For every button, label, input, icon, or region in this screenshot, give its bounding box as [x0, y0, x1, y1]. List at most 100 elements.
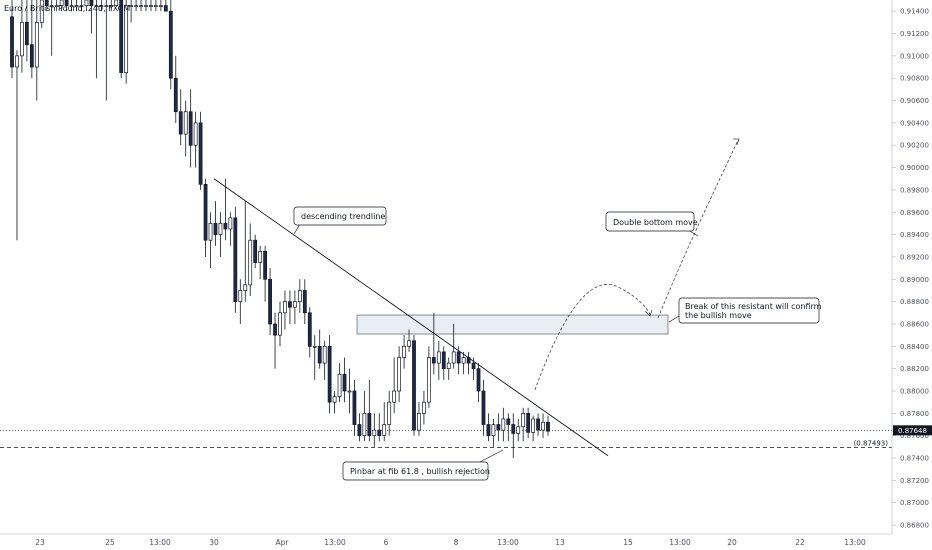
- y-tick-label: 0.88600: [900, 320, 929, 328]
- candle-bearish: [163, 5, 168, 12]
- plot-area: [0, 0, 892, 534]
- candle-bullish: [541, 421, 545, 431]
- candle-bullish: [501, 418, 506, 431]
- candles-group: [10, 0, 550, 459]
- candle-bearish: [203, 183, 208, 241]
- candle-bearish: [302, 290, 307, 314]
- y-tick-label: 0.88800: [900, 298, 929, 306]
- callout-break-line2: the bullish move: [685, 311, 752, 320]
- candle-bearish: [10, 16, 14, 68]
- y-tick-label: 0.91000: [900, 52, 929, 60]
- y-tick-label: 0.90400: [900, 119, 929, 127]
- candle-bearish: [327, 345, 332, 403]
- candle-bullish: [129, 5, 133, 7]
- candle-bullish: [39, 0, 44, 23]
- candle-bullish: [402, 345, 406, 358]
- candle-bullish: [208, 223, 213, 241]
- x-tick-label: Apr: [276, 538, 290, 547]
- candle-bullish: [59, 0, 64, 6]
- candle-bearish: [511, 424, 516, 434]
- candle-bullish: [149, 5, 153, 7]
- candle-bullish: [159, 5, 163, 7]
- candle-bearish: [233, 217, 238, 302]
- candle-bullish: [54, 5, 59, 7]
- candle-bullish: [124, 5, 129, 73]
- candle-bearish: [253, 239, 258, 263]
- y-tick-label: 0.89800: [900, 186, 929, 194]
- y-tick-label: 0.87400: [900, 455, 929, 463]
- projection-path-2: [657, 139, 739, 319]
- y-tick-label: 0.88000: [900, 388, 929, 396]
- candle-bullish: [109, 5, 114, 7]
- candle-bearish: [536, 418, 540, 431]
- y-tick-label: 0.87600: [900, 432, 929, 440]
- y-tick-label: 0.90200: [900, 142, 929, 150]
- candle-bullish: [372, 429, 377, 437]
- callout-descending-trendline: descending trendline: [293, 206, 387, 235]
- candle-bearish: [496, 424, 501, 431]
- candle-bearish: [441, 351, 446, 370]
- candle-bearish: [64, 0, 69, 6]
- candle-bullish: [193, 122, 198, 146]
- last-price-text: 0.87648: [898, 427, 927, 435]
- x-tick-label: 13: [555, 538, 565, 547]
- candle-bearish: [29, 44, 34, 68]
- candle-bearish: [178, 111, 183, 135]
- candle-bearish: [486, 424, 491, 437]
- candle-bullish: [422, 401, 426, 414]
- y-tick-label: 0.88200: [900, 365, 929, 373]
- y-tick-label: 0.88400: [900, 343, 929, 351]
- candle-bearish: [481, 390, 486, 425]
- candle-bullish: [312, 345, 317, 348]
- candle-bullish: [451, 351, 456, 364]
- projection-arrowhead-1: [644, 309, 653, 317]
- candle-bearish: [352, 390, 357, 425]
- candle-bullish: [228, 217, 233, 230]
- candle-bullish: [337, 373, 342, 397]
- candle-bearish: [471, 362, 476, 370]
- callout-descending-trendline-text: descending trendline: [301, 212, 385, 221]
- candle-bullish: [243, 284, 248, 291]
- candle-bullish: [49, 5, 54, 7]
- y-tick-label: 0.86800: [900, 522, 929, 530]
- candle-bearish: [188, 111, 193, 146]
- candle-bullish: [382, 424, 387, 437]
- x-tick-label: 8: [454, 538, 459, 547]
- candle-bullish: [436, 351, 441, 364]
- candle-bullish: [392, 390, 397, 403]
- candle-bullish: [278, 312, 282, 336]
- price-axis: 0.91400 0.91200 0.91000 0.90800 0.90600 0.904…: [891, 0, 929, 534]
- candle-bearish: [273, 323, 277, 336]
- candle-bearish: [456, 351, 461, 364]
- candle-bullish: [417, 412, 421, 431]
- candle-bearish: [431, 357, 436, 364]
- candle-bullish: [134, 5, 138, 7]
- candle-bullish: [218, 223, 223, 235]
- candle-bullish: [362, 412, 367, 437]
- candle-bullish: [446, 362, 451, 370]
- candle-bullish: [154, 5, 158, 7]
- candle-bullish: [531, 418, 535, 433]
- candle-bullish: [397, 357, 401, 392]
- callout-double-bottom: Double bottom move: [605, 211, 699, 237]
- x-tick-label: 15: [623, 538, 633, 547]
- candle-bearish: [119, 0, 124, 73]
- candle-bullish: [114, 0, 119, 6]
- candle-bullish: [258, 251, 263, 263]
- candle-bullish: [461, 357, 466, 364]
- y-tick-label: 0.87000: [900, 499, 929, 507]
- candle-bearish: [412, 340, 416, 431]
- candle-bullish: [34, 21, 39, 68]
- resistance-zone: [356, 314, 669, 335]
- candle-bullish: [69, 5, 74, 7]
- callout-pinbar: Pinbar at fib 61.8 , bullish rejection: [342, 449, 504, 481]
- candle-bullish: [332, 396, 337, 403]
- candle-bullish: [322, 345, 327, 364]
- y-tick-label: 0.87200: [900, 477, 929, 485]
- callout-pinbar-text: Pinbar at fib 61.8 , bullish rejection: [350, 467, 490, 476]
- candle-bearish: [367, 412, 372, 437]
- x-tick-label: 6: [384, 538, 389, 547]
- x-tick-label: 13:00: [149, 538, 171, 547]
- candle-bullish: [283, 301, 287, 314]
